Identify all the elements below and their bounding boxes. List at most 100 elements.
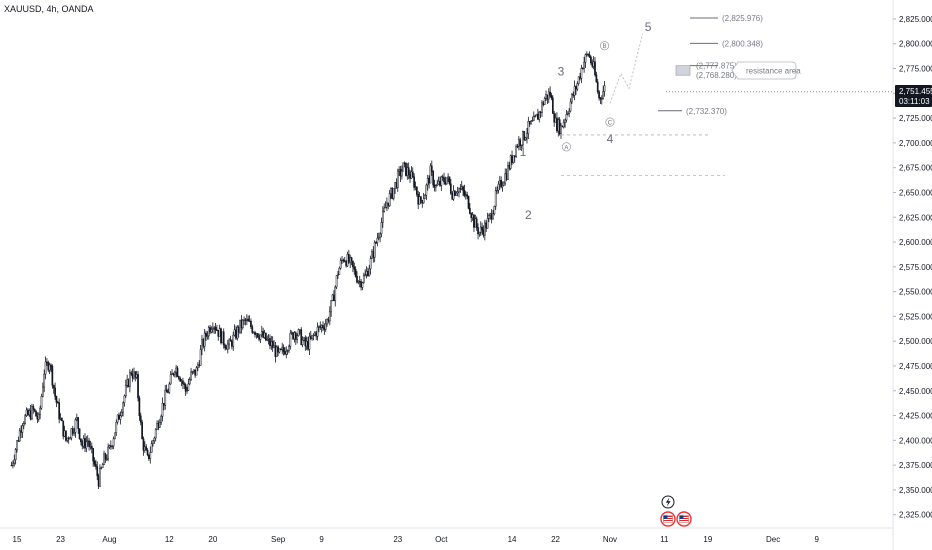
x-axis[interactable]: 15 23 Aug 12 20 Sep 9 23 Oct 14 22 Nov 11 19 Dec 9 xyxy=(13,535,820,544)
candle-body xyxy=(221,331,224,344)
candle xyxy=(184,383,187,396)
candle-body xyxy=(505,173,508,180)
candle-body xyxy=(10,464,13,467)
flag-stripe xyxy=(679,516,689,517)
candle-body xyxy=(214,327,217,331)
candle-body xyxy=(103,453,105,465)
candle xyxy=(373,240,376,263)
candle xyxy=(483,219,486,241)
candle-body xyxy=(122,402,124,413)
candle xyxy=(474,214,477,228)
candle xyxy=(354,266,357,278)
candle-body xyxy=(383,207,386,212)
candle xyxy=(493,205,496,216)
candle xyxy=(343,256,346,263)
candle-body xyxy=(100,467,103,469)
candle-body xyxy=(428,177,430,184)
candle xyxy=(77,417,80,434)
candle xyxy=(236,325,239,341)
flag-stripe xyxy=(663,518,673,519)
candle xyxy=(158,418,161,429)
candle xyxy=(148,454,150,461)
candle-body xyxy=(441,176,444,178)
candle-body xyxy=(216,329,218,331)
candle xyxy=(99,464,101,488)
candle-body xyxy=(259,334,262,340)
candle-body xyxy=(396,170,399,188)
candle xyxy=(565,109,568,123)
candle xyxy=(119,411,122,425)
candle-body xyxy=(339,260,342,269)
candle xyxy=(205,330,207,341)
candle-body xyxy=(464,194,467,196)
candle xyxy=(440,175,443,191)
candle-body xyxy=(303,337,305,341)
candle-body xyxy=(183,383,186,385)
candle-body xyxy=(284,351,286,355)
candle-body xyxy=(156,422,158,430)
candle-body xyxy=(85,441,88,449)
candle xyxy=(335,275,338,289)
candle xyxy=(55,395,58,408)
candle xyxy=(399,165,402,182)
candle-body xyxy=(47,362,50,371)
candle-body xyxy=(252,332,255,334)
candle xyxy=(216,324,218,331)
candle xyxy=(123,394,126,407)
y-tick-label: 2,325.000 xyxy=(899,511,932,520)
us-flag-icon[interactable] xyxy=(660,511,676,527)
candle-body xyxy=(399,169,402,177)
candle xyxy=(59,413,62,421)
candle xyxy=(37,412,40,422)
y-tick-label: 2,425.000 xyxy=(899,412,932,421)
candle xyxy=(411,167,414,178)
candle-body xyxy=(579,76,581,79)
candle xyxy=(568,108,571,118)
candle xyxy=(237,325,240,338)
candle xyxy=(20,425,22,439)
us-flag-icon[interactable] xyxy=(676,511,692,527)
candle-body xyxy=(152,440,154,444)
candle xyxy=(183,381,186,390)
candle xyxy=(22,421,25,430)
candle-body xyxy=(486,218,489,229)
candle-body xyxy=(535,113,538,117)
candle xyxy=(551,95,554,114)
candle-body xyxy=(492,213,494,220)
candle xyxy=(149,446,152,464)
candle-body xyxy=(148,454,150,460)
candle xyxy=(81,439,84,450)
lightning-icon[interactable] xyxy=(661,495,675,509)
candle-body xyxy=(485,222,488,229)
candle xyxy=(100,466,103,470)
candle-body xyxy=(323,327,326,330)
candle xyxy=(187,378,190,392)
candle xyxy=(232,331,235,351)
candle-body xyxy=(233,329,236,336)
candle-body xyxy=(324,323,327,330)
candle-body xyxy=(401,170,403,177)
candle xyxy=(24,413,27,425)
candle-body xyxy=(560,125,562,134)
candle xyxy=(275,345,278,358)
candle-body xyxy=(372,251,375,258)
candle-body xyxy=(541,102,543,113)
candle xyxy=(545,90,547,102)
event-markers[interactable] xyxy=(660,495,692,527)
candle-body xyxy=(142,438,145,451)
candle-body xyxy=(44,361,47,375)
candle xyxy=(135,370,138,380)
y-tick-label: 2,675.000 xyxy=(899,164,932,173)
candle xyxy=(326,318,328,327)
candle xyxy=(384,201,387,209)
candle xyxy=(509,154,512,171)
candle-body xyxy=(444,181,447,185)
candle-body xyxy=(584,54,587,63)
candle-body xyxy=(236,326,239,339)
candle xyxy=(130,370,133,376)
candle-body xyxy=(598,91,600,99)
candle-body xyxy=(469,208,471,214)
candle xyxy=(175,364,177,378)
candle-body xyxy=(411,171,414,177)
